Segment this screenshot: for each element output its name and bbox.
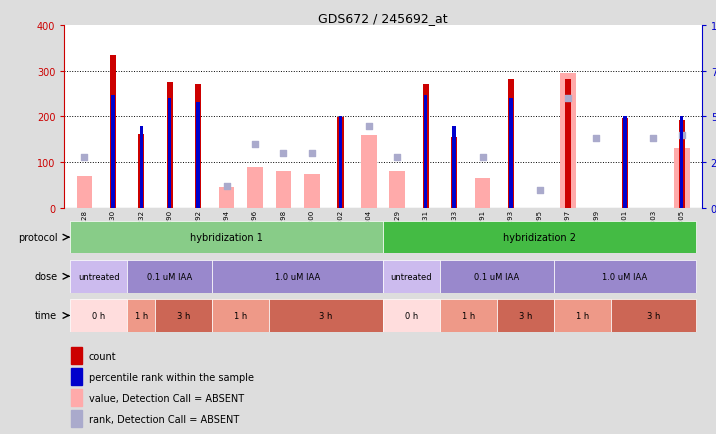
Text: 0.1 uM IAA: 0.1 uM IAA (147, 272, 193, 281)
Bar (440, 260, 553, 293)
Bar (680, 117, 684, 208)
Bar (623, 117, 626, 208)
Bar (361, 135, 377, 208)
Bar (611, 299, 696, 332)
Bar (553, 260, 696, 293)
Text: 0 h: 0 h (405, 311, 418, 320)
Bar (383, 221, 696, 254)
Bar (497, 299, 553, 332)
Bar (213, 299, 269, 332)
Bar (269, 299, 383, 332)
Bar (422, 85, 429, 208)
Text: value, Detection Call = ABSENT: value, Detection Call = ABSENT (89, 393, 243, 403)
Point (676, 132, 687, 139)
Text: 3 h: 3 h (518, 311, 532, 320)
Bar (77, 176, 92, 208)
Bar (127, 299, 155, 332)
Bar (71, 368, 82, 385)
Text: 3 h: 3 h (319, 311, 333, 320)
Text: count: count (89, 351, 116, 361)
Bar (196, 102, 200, 208)
Point (278, 150, 289, 157)
Bar (475, 179, 490, 208)
Point (249, 141, 261, 148)
Point (306, 150, 318, 157)
Title: GDS672 / 245692_at: GDS672 / 245692_at (318, 12, 448, 25)
Text: 3 h: 3 h (178, 311, 190, 320)
Bar (64, 208, 702, 227)
Point (221, 183, 232, 190)
Point (392, 154, 403, 161)
Bar (337, 118, 344, 208)
Bar (155, 299, 213, 332)
Bar (390, 172, 405, 208)
Text: 1.0 uM IAA: 1.0 uM IAA (602, 272, 647, 281)
Text: dose: dose (34, 272, 57, 282)
Point (79, 154, 90, 161)
Bar (167, 83, 173, 208)
Point (363, 123, 374, 130)
Bar (679, 121, 685, 208)
Bar (339, 117, 342, 208)
Bar (276, 172, 291, 208)
Text: 0.1 uM IAA: 0.1 uM IAA (474, 272, 520, 281)
Point (647, 135, 659, 142)
Bar (383, 260, 440, 293)
Text: 1 h: 1 h (234, 311, 248, 320)
Bar (383, 299, 440, 332)
Bar (565, 80, 571, 208)
Text: rank, Detection Call = ABSENT: rank, Detection Call = ABSENT (89, 414, 239, 424)
Bar (440, 299, 497, 332)
Point (477, 154, 488, 161)
Point (562, 95, 574, 102)
Bar (213, 260, 383, 293)
Bar (674, 149, 690, 208)
Bar (110, 56, 116, 208)
Bar (70, 299, 127, 332)
Bar (621, 118, 628, 208)
Text: 3 h: 3 h (647, 311, 660, 320)
Bar (560, 74, 576, 208)
Point (591, 135, 602, 142)
Bar (71, 389, 82, 406)
Bar (127, 260, 213, 293)
Point (534, 187, 546, 194)
Text: 1 h: 1 h (135, 311, 148, 320)
Bar (70, 260, 127, 293)
Text: hybridization 1: hybridization 1 (190, 233, 263, 243)
Bar (453, 126, 456, 208)
Bar (553, 299, 611, 332)
Text: percentile rank within the sample: percentile rank within the sample (89, 372, 253, 381)
Bar (219, 188, 234, 208)
Text: 0 h: 0 h (92, 311, 105, 320)
Bar (138, 135, 145, 208)
Bar (168, 99, 171, 208)
Text: 1.0 uM IAA: 1.0 uM IAA (275, 272, 320, 281)
Text: 1 h: 1 h (576, 311, 589, 320)
Bar (247, 167, 263, 208)
Text: protocol: protocol (18, 233, 57, 243)
Text: 1 h: 1 h (462, 311, 475, 320)
Bar (451, 138, 458, 208)
Bar (140, 126, 143, 208)
Text: time: time (35, 311, 57, 321)
Bar (111, 95, 115, 208)
Bar (71, 410, 82, 427)
Bar (508, 80, 514, 208)
Bar (195, 85, 201, 208)
Bar (70, 221, 383, 254)
Bar (509, 99, 513, 208)
Text: hybridization 2: hybridization 2 (503, 233, 576, 243)
Bar (304, 174, 320, 208)
Bar (71, 347, 82, 364)
Text: untreated: untreated (78, 272, 120, 281)
Text: untreated: untreated (391, 272, 432, 281)
Bar (424, 95, 427, 208)
